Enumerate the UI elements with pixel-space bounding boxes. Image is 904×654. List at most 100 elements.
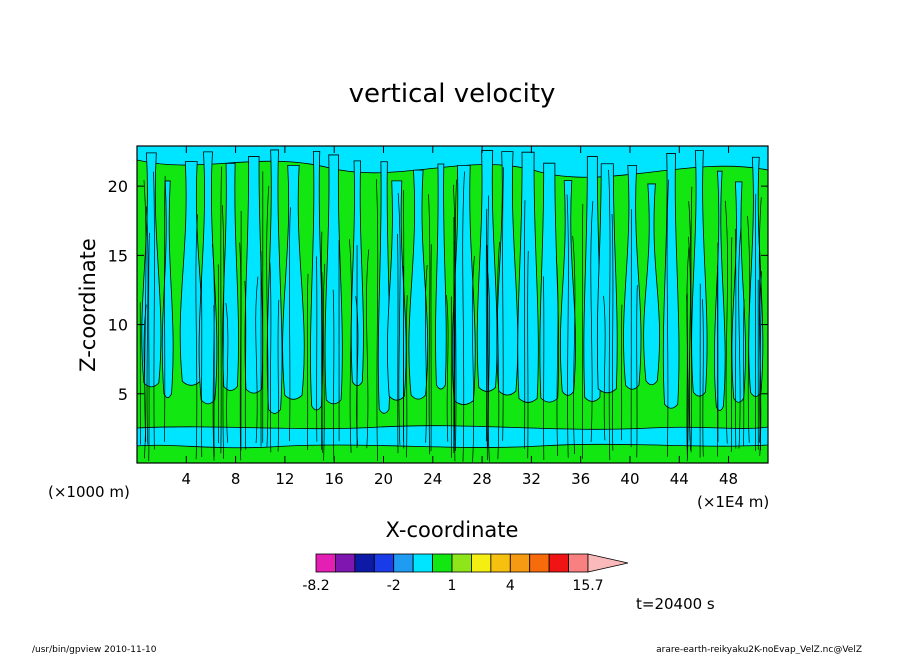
x-tick-label: 32	[522, 470, 541, 488]
contour-filament	[454, 240, 456, 462]
x-tick-label: 12	[275, 470, 294, 488]
x-unit-right: (×1E4 m)	[697, 493, 769, 511]
contour-filament	[221, 205, 225, 459]
colorbar-label: 4	[506, 578, 515, 594]
contour-filament	[524, 200, 526, 449]
cyan-band	[137, 425, 768, 449]
contour-filament	[148, 232, 150, 462]
y-tick-label: 10	[108, 316, 128, 335]
contour-filament	[153, 171, 155, 450]
contour-filament	[527, 251, 529, 459]
x-tick-label: 4	[182, 470, 192, 488]
contour-filament	[332, 289, 335, 461]
plot-frame	[136, 145, 769, 464]
contour-filament	[266, 185, 270, 448]
cyan-plume	[408, 169, 429, 400]
contour-filament	[572, 235, 576, 455]
colorbar-bin	[432, 553, 453, 573]
x-unit-left: (×1000 m)	[48, 483, 130, 501]
colorbar-bin	[568, 553, 589, 573]
contour-filament	[195, 214, 198, 460]
contour-filament	[428, 194, 431, 455]
contour-filament	[758, 197, 762, 443]
contour-filament	[145, 206, 149, 445]
y-axis-label: Z-coordinate	[76, 238, 100, 372]
y-tick-label: 15	[108, 246, 128, 265]
colorbar-bin	[490, 553, 511, 573]
x-axis-ticks: 4 8 12 16 20 24 28 32 36 40 44 48	[182, 146, 738, 488]
contour-filament	[288, 207, 291, 442]
cyan-plume	[714, 170, 726, 411]
contour-filament	[611, 213, 614, 451]
contour-filament	[690, 186, 693, 453]
contour-filament	[220, 166, 222, 454]
contour-filament	[566, 194, 569, 458]
contour-filament	[143, 180, 147, 442]
contour-filament	[366, 249, 370, 449]
colorbar-bin	[529, 553, 550, 573]
colorbar-extension	[587, 553, 629, 573]
contour-filament	[163, 175, 166, 442]
contour-filament	[590, 201, 594, 442]
x-tick-label: 16	[325, 470, 344, 488]
cyan-plume	[387, 180, 407, 401]
contour-filament	[747, 215, 750, 443]
cyan-plume	[496, 151, 519, 396]
plot-background	[137, 146, 768, 463]
contour-filament	[375, 179, 379, 461]
contour-filament	[636, 285, 638, 458]
y-tick-label: 5	[118, 385, 128, 404]
contour-filament	[666, 179, 669, 457]
contour-filament	[471, 255, 475, 462]
colorbar: -8.2 -2 1 4 15.7	[302, 553, 629, 594]
cyan-plume	[748, 156, 764, 397]
contour-filament	[724, 200, 728, 444]
contour-filament	[621, 304, 623, 441]
cyan-plume	[583, 156, 602, 402]
plot-area	[137, 146, 768, 463]
y-axis-ticks: 5 10 15 20	[108, 177, 768, 404]
time-label: t=20400 s	[636, 595, 715, 613]
footer-right: arare-earth-reikyaku2K-noEvap_VelZ.nc@Ve…	[656, 645, 862, 654]
x-axis-label: X-coordinate	[386, 518, 519, 542]
contour-filament	[603, 295, 606, 441]
contour-filament	[355, 296, 359, 446]
x-tick-label: 28	[473, 470, 492, 488]
contour-filament	[239, 242, 242, 461]
x-tick-label: 40	[620, 470, 639, 488]
contour-filament	[397, 192, 401, 445]
contour-filament	[255, 276, 259, 443]
colorbar-bin	[335, 553, 356, 573]
contour-filament	[487, 269, 491, 462]
contour-filament	[349, 239, 352, 453]
contour-filament	[502, 167, 504, 441]
contour-filament	[277, 299, 280, 452]
contour-filament	[688, 236, 691, 441]
contour-filament	[323, 263, 326, 461]
contour-filament	[486, 245, 488, 461]
x-tick-label: 8	[231, 470, 241, 488]
y-tick-label: 20	[108, 177, 128, 196]
contour-filament	[686, 247, 690, 462]
contour-filament	[758, 240, 762, 451]
contour-filament	[269, 262, 272, 453]
contour-filament	[406, 295, 408, 458]
colorbar-bin	[412, 553, 433, 573]
contour-filament	[485, 208, 488, 442]
colorbar-bin	[315, 553, 336, 573]
cyan-plume	[244, 156, 264, 394]
contour-filament	[543, 276, 545, 461]
contour-filament	[225, 302, 229, 443]
contour-filament	[608, 169, 611, 460]
colorbar-label: -8.2	[302, 578, 329, 594]
x-tick-label: 20	[374, 470, 393, 488]
colorbar-bin	[393, 553, 414, 573]
contour-filament	[306, 273, 309, 450]
cyan-plume	[198, 151, 218, 405]
colorbar-bin	[509, 553, 531, 573]
contour-filament	[738, 227, 742, 449]
contour-filament	[555, 256, 559, 457]
x-tick-label: 24	[423, 470, 442, 488]
colorbar-bin	[471, 553, 492, 573]
